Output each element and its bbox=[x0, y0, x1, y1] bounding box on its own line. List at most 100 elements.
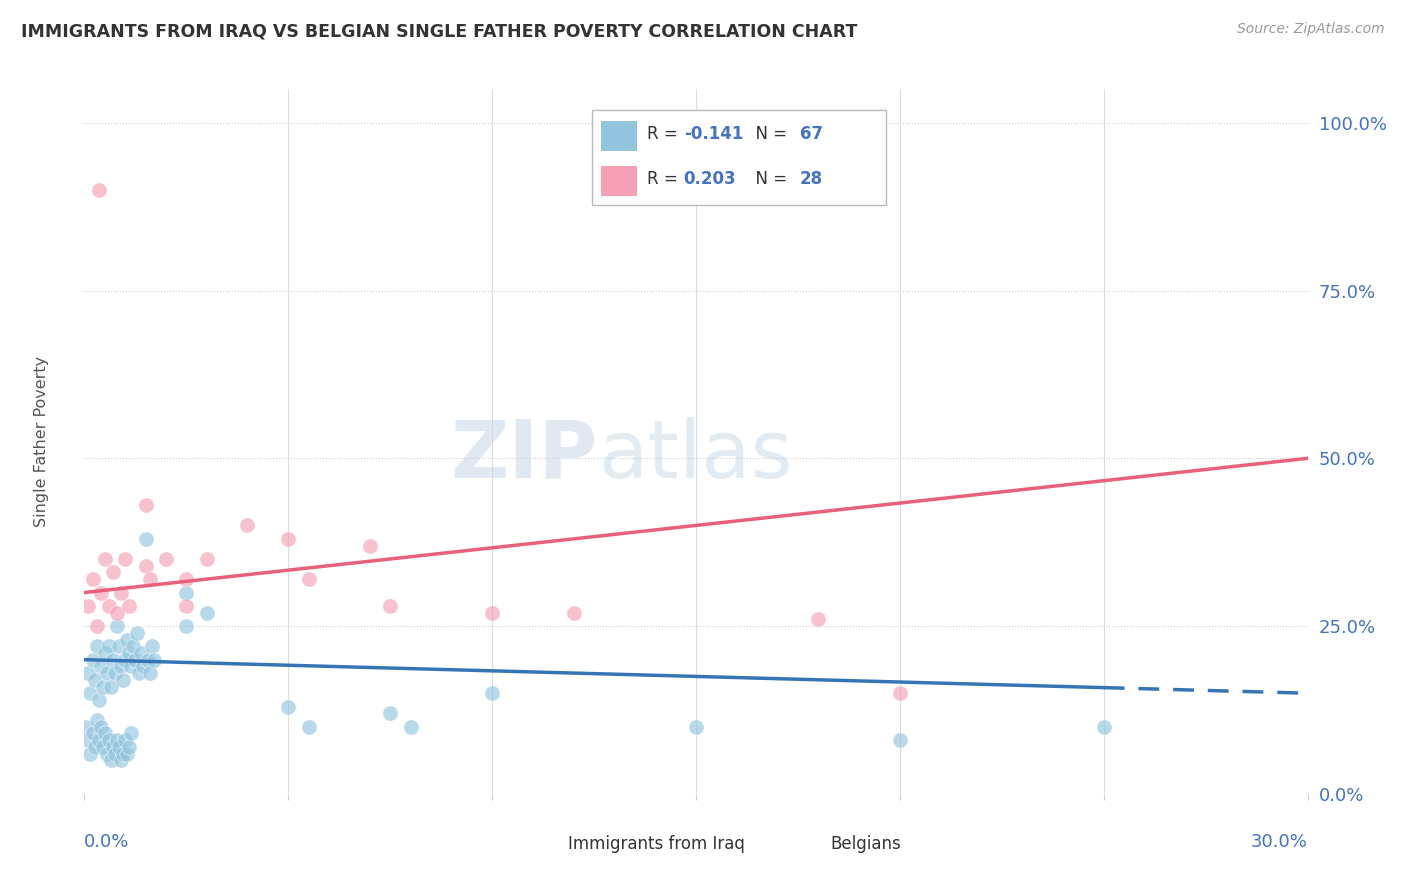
FancyBboxPatch shape bbox=[592, 111, 886, 205]
Point bbox=[138, 666, 160, 681]
Point bbox=[138, 572, 160, 586]
Point bbox=[96, 747, 118, 761]
Point bbox=[131, 646, 153, 660]
Point bbox=[86, 713, 108, 727]
Point bbox=[86, 619, 108, 633]
Text: atlas: atlas bbox=[598, 417, 793, 495]
Point bbox=[277, 699, 299, 714]
Point bbox=[359, 539, 381, 553]
Point bbox=[90, 659, 112, 673]
Point bbox=[104, 666, 127, 681]
Point bbox=[120, 726, 142, 740]
Point bbox=[108, 639, 131, 653]
Point bbox=[380, 706, 402, 721]
Point bbox=[93, 552, 115, 566]
Point bbox=[110, 585, 132, 599]
Point bbox=[135, 532, 157, 546]
Point bbox=[135, 498, 157, 512]
Point bbox=[236, 518, 259, 533]
Point bbox=[97, 733, 120, 747]
Point bbox=[118, 739, 141, 754]
Point bbox=[82, 572, 104, 586]
Point bbox=[141, 639, 163, 653]
Point bbox=[112, 673, 135, 687]
Point bbox=[91, 680, 114, 694]
Point bbox=[87, 183, 110, 197]
Point bbox=[105, 733, 128, 747]
Point bbox=[105, 606, 128, 620]
Text: Source: ZipAtlas.com: Source: ZipAtlas.com bbox=[1237, 22, 1385, 37]
Point bbox=[110, 659, 132, 673]
Text: 67: 67 bbox=[800, 125, 823, 143]
Point bbox=[115, 747, 138, 761]
Point bbox=[128, 666, 150, 681]
Point bbox=[135, 558, 157, 573]
Point bbox=[114, 552, 136, 566]
Point bbox=[91, 739, 114, 754]
Text: Single Father Poverty: Single Father Poverty bbox=[34, 356, 49, 527]
Text: Belgians: Belgians bbox=[831, 835, 901, 853]
Point bbox=[90, 585, 112, 599]
Text: 0.0%: 0.0% bbox=[84, 832, 129, 851]
Point bbox=[114, 733, 136, 747]
Point bbox=[889, 686, 911, 700]
Point bbox=[298, 572, 321, 586]
Point bbox=[136, 653, 159, 667]
Point bbox=[685, 720, 707, 734]
Text: ZIP: ZIP bbox=[451, 417, 598, 495]
Point bbox=[110, 753, 132, 767]
Point bbox=[79, 686, 101, 700]
Point bbox=[77, 666, 100, 681]
Point bbox=[174, 585, 197, 599]
Point bbox=[75, 720, 97, 734]
Point bbox=[114, 653, 136, 667]
Point bbox=[132, 659, 155, 673]
Point bbox=[100, 753, 122, 767]
Text: N =: N = bbox=[745, 125, 792, 143]
Point bbox=[155, 552, 177, 566]
FancyBboxPatch shape bbox=[600, 121, 637, 152]
Point bbox=[77, 599, 100, 613]
Text: R =: R = bbox=[647, 125, 683, 143]
Point bbox=[124, 653, 146, 667]
Point bbox=[127, 625, 149, 640]
FancyBboxPatch shape bbox=[524, 830, 560, 857]
Text: -0.141: -0.141 bbox=[683, 125, 744, 143]
Point bbox=[174, 572, 197, 586]
Point bbox=[807, 612, 830, 626]
Point bbox=[112, 747, 135, 761]
Point bbox=[481, 686, 503, 700]
Text: N =: N = bbox=[745, 169, 792, 187]
Point bbox=[101, 566, 124, 580]
Point bbox=[115, 632, 138, 647]
Point bbox=[399, 720, 422, 734]
Point bbox=[101, 653, 124, 667]
Point bbox=[82, 653, 104, 667]
Point bbox=[86, 639, 108, 653]
Point bbox=[100, 680, 122, 694]
Text: 0.203: 0.203 bbox=[683, 169, 737, 187]
Point bbox=[105, 619, 128, 633]
Point bbox=[93, 726, 115, 740]
Point bbox=[83, 673, 105, 687]
Point bbox=[380, 599, 402, 613]
Point bbox=[122, 639, 145, 653]
Point bbox=[90, 720, 112, 734]
Point bbox=[83, 739, 105, 754]
FancyBboxPatch shape bbox=[787, 830, 823, 857]
Point bbox=[87, 733, 110, 747]
Point bbox=[481, 606, 503, 620]
Point bbox=[118, 646, 141, 660]
Point bbox=[1092, 720, 1115, 734]
Point bbox=[195, 552, 218, 566]
Point bbox=[174, 599, 197, 613]
Point bbox=[96, 666, 118, 681]
Text: Immigrants from Iraq: Immigrants from Iraq bbox=[568, 835, 744, 853]
Point bbox=[195, 606, 218, 620]
Point bbox=[77, 733, 100, 747]
Point bbox=[108, 739, 131, 754]
Point bbox=[142, 653, 165, 667]
Point bbox=[97, 639, 120, 653]
Point bbox=[174, 619, 197, 633]
Point bbox=[101, 739, 124, 754]
